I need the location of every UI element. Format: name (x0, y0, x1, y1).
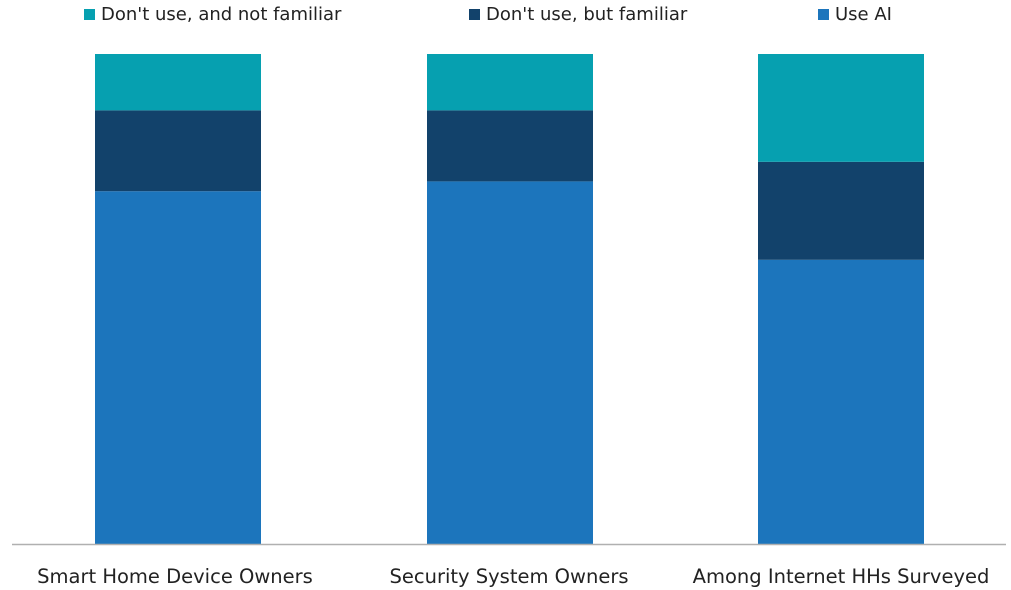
legend-label-not-familiar: Don't use, and not familiar (101, 4, 342, 25)
legend-swatch-familiar (469, 9, 480, 20)
bar-segment-1-category-1 (95, 191, 261, 544)
legend-swatch-use-ai (818, 9, 829, 20)
bar-segment-3-category-2 (427, 54, 593, 111)
category-label-smart-home: Smart Home Device Owners (37, 565, 313, 588)
legend-label-familiar: Don't use, but familiar (486, 4, 688, 25)
legend-swatch-not-familiar (84, 9, 95, 20)
bar-segment-1-category-2 (427, 181, 593, 544)
bar-segment-2-category-2 (427, 110, 593, 182)
bar-segment-3-category-1 (95, 54, 261, 111)
bar-segment-2-category-1 (95, 110, 261, 192)
category-label-security-system: Security System Owners (389, 565, 629, 588)
legend-item-use-ai: Use AI (818, 4, 892, 25)
legend-item-not-familiar: Don't use, and not familiar (84, 4, 341, 25)
legend-item-familiar: Don't use, but familiar (469, 4, 687, 25)
bar-segment-3-category-3 (758, 54, 924, 162)
bar-segment-1-category-3 (758, 259, 924, 544)
category-label-internet-hhs: Among Internet HHs Surveyed (692, 565, 990, 588)
legend: Don't use, and not familiar Don't use, b… (0, 4, 1011, 30)
legend-label-use-ai: Use AI (835, 4, 892, 25)
bar-segment-2-category-3 (758, 161, 924, 260)
